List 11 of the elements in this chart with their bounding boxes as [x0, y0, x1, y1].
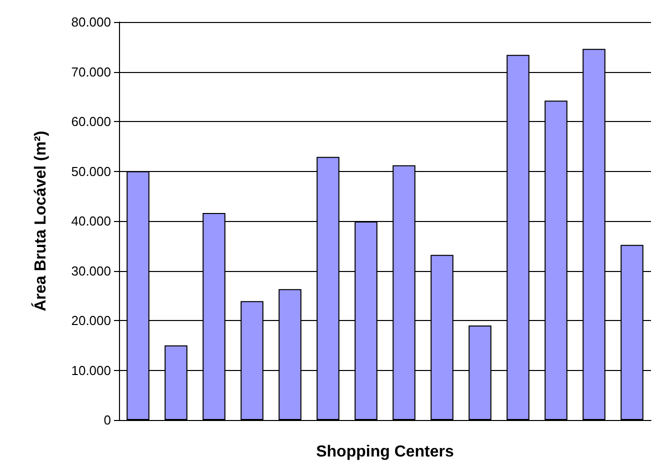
y-tick-label: 50.000 [71, 164, 111, 179]
x-axis-title: Shopping Centers [316, 444, 454, 460]
y-tick-label: 0 [104, 412, 111, 428]
y-tick-label: 30.000 [71, 263, 111, 278]
y-tick-label: 80.000 [71, 14, 111, 30]
y-tick-label: 70.000 [71, 64, 111, 80]
y-axis-title: Área Bruta Locável (m²) [30, 130, 50, 312]
y-tick-label: 20.000 [71, 313, 111, 328]
y-tick-label: 10.000 [71, 362, 111, 378]
y-tick-label: 40.000 [71, 214, 111, 228]
y-tick-label: 60.000 [71, 114, 111, 129]
